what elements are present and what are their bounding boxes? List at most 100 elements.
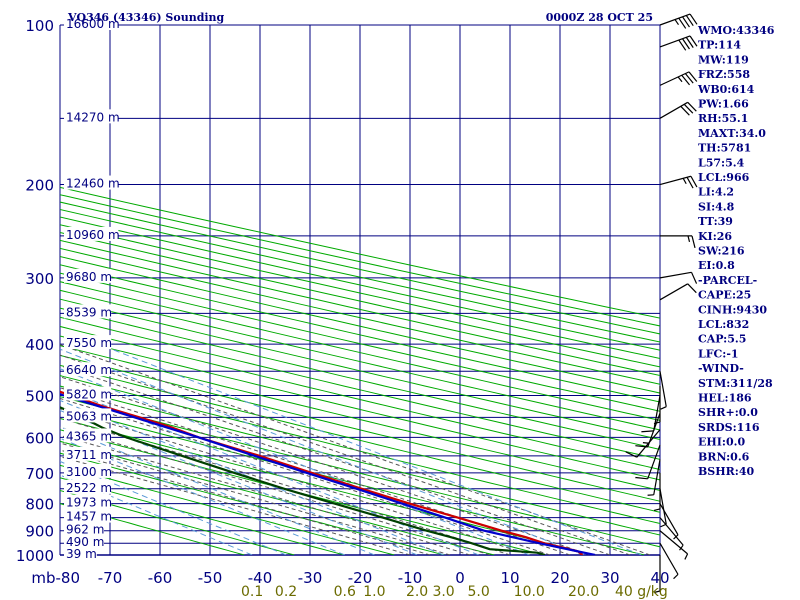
wind-barb <box>659 517 684 551</box>
height-label: 9680 m <box>66 270 112 284</box>
dry-adiabat <box>60 316 660 460</box>
dry-adiabat <box>60 255 660 394</box>
height-label-bg <box>64 16 119 30</box>
wind-barb-flag <box>683 103 694 114</box>
dry-adiabat <box>60 298 660 441</box>
moist-adiabat <box>60 376 591 555</box>
height-label: 14270 m <box>66 110 120 124</box>
wind-barb <box>659 101 697 119</box>
mixing-ratio-line <box>98 343 642 555</box>
wind-barb-staff <box>647 444 661 480</box>
index-line: KI:26 <box>698 230 732 243</box>
index-line: LCL:832 <box>698 318 749 331</box>
wind-barb-staff <box>659 35 691 48</box>
wind-barb-staff <box>659 71 690 86</box>
wind-barb-flag <box>653 590 661 594</box>
height-label-bg <box>64 546 97 560</box>
index-line: PW:1.66 <box>698 98 749 111</box>
index-line: RH:55.1 <box>698 112 748 125</box>
moist-adiabat <box>60 449 431 555</box>
wind-barb-staff <box>659 530 688 555</box>
height-label: 5820 m <box>66 387 112 401</box>
height-label-bg <box>64 386 112 401</box>
index-line: STM:311/28 <box>698 377 773 390</box>
index-line: EHI:0.0 <box>698 436 745 449</box>
wind-barb-flag <box>641 430 654 433</box>
wind-barb-flag <box>688 71 698 82</box>
moist-adiabat <box>60 387 571 555</box>
wind-barb-flag <box>691 235 696 249</box>
temperature-tick-label: -20 <box>348 569 373 587</box>
wind-barb-flag <box>678 17 687 29</box>
temperature-tick-label: 20 <box>550 569 569 587</box>
height-label: 1973 m <box>66 496 112 510</box>
dry-adiabat <box>60 264 660 403</box>
wind-barb-flag <box>687 283 697 294</box>
index-line: WMO:43346 <box>697 24 775 37</box>
index-line: MAXT:34.0 <box>698 127 766 140</box>
temperature-tick-label: -30 <box>298 569 323 587</box>
adiabat-layer <box>60 186 660 555</box>
wind-barb <box>659 35 698 51</box>
height-label-bg <box>64 226 119 241</box>
wind-barb-flag <box>689 35 698 47</box>
mixing-ratio-label: 20.0 <box>568 584 599 600</box>
mixing-ratio-line <box>60 348 584 555</box>
wind-barb <box>641 395 661 433</box>
wind-barb <box>659 530 689 560</box>
chart-title: VQ346 (43346) Sounding <box>67 11 225 24</box>
height-label: 962 m <box>66 523 104 537</box>
moist-adiabat <box>60 442 451 555</box>
wind-barb-staff <box>659 542 679 575</box>
height-label: 3100 m <box>66 465 112 479</box>
wind-barb-flag <box>625 451 638 458</box>
mixing-ratio-line <box>60 426 375 555</box>
index-line: SW:216 <box>698 245 745 258</box>
wind-barb-flag <box>674 19 679 25</box>
dry-adiabat <box>60 224 660 359</box>
wind-barb <box>647 459 661 496</box>
height-label-bg <box>64 335 112 350</box>
pressure-tick-label: 600 <box>25 429 54 447</box>
dry-adiabat <box>60 194 660 327</box>
wind-barb-staff <box>653 395 661 432</box>
height-label-bg <box>64 304 112 319</box>
wind-barb-flag <box>673 573 679 580</box>
dry-adiabat <box>60 272 660 412</box>
dry-adiabat <box>60 489 295 555</box>
dry-adiabat <box>60 201 660 335</box>
height-label: 1457 m <box>66 510 112 524</box>
wind-barb-staff <box>659 271 692 279</box>
wind-barb-flag <box>682 16 690 28</box>
wind-barb-flag <box>690 272 698 284</box>
height-label: 5063 m <box>66 409 112 423</box>
dry-adiabat <box>60 325 660 471</box>
wind-barb-flag <box>635 476 648 480</box>
dewpoint-profile <box>60 406 546 555</box>
wind-barb-flag <box>685 37 694 48</box>
dry-adiabat <box>60 345 660 491</box>
wind-barb-flag <box>678 39 687 51</box>
chart-time: 0000Z 28 OCT 25 <box>546 11 653 24</box>
wind-barb-flag <box>660 406 667 410</box>
height-label: 4365 m <box>66 429 112 443</box>
mixing-ratio-label: 10.0 <box>514 584 545 600</box>
index-line: BSHR:40 <box>698 465 754 478</box>
pressure-tick-label: 1000 <box>16 547 54 565</box>
dry-adiabat <box>60 440 495 555</box>
height-label: 2522 m <box>66 481 112 495</box>
index-line: WB0:614 <box>697 83 755 96</box>
profile-layer <box>60 390 596 555</box>
wind-barb-flag <box>677 76 683 83</box>
mixing-ratio-line <box>60 368 530 555</box>
wind-barb-flag <box>686 177 694 189</box>
wind-barb-flag <box>681 74 691 86</box>
height-label-bg <box>64 494 112 509</box>
mixing-ratio-label: 0.1 <box>241 584 263 600</box>
dry-adiabat <box>60 289 660 431</box>
index-line: -WIND- <box>698 362 744 375</box>
temperature-tick-label: 0 <box>455 569 465 587</box>
wind-barb-flag <box>679 544 684 551</box>
